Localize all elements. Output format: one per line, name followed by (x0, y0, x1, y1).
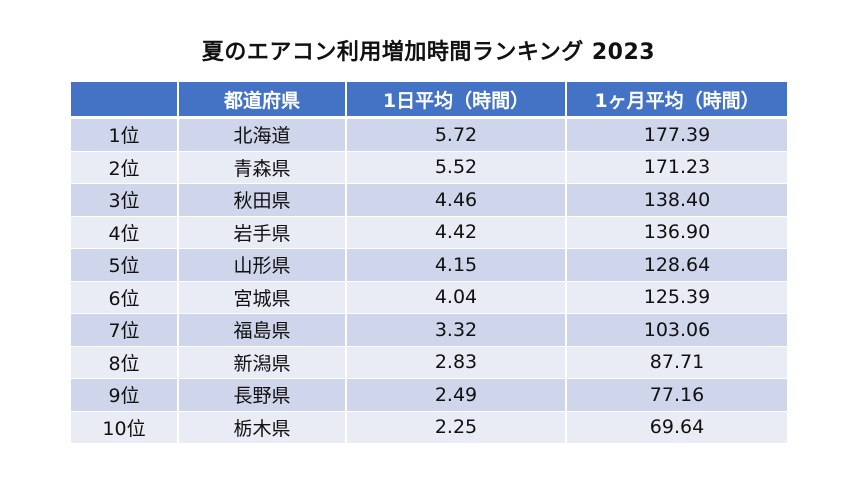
table-row: 2位 青森県 5.52 171.23 (71, 151, 787, 184)
monthly-average-cell: 128.64 (566, 248, 787, 282)
table-row: 7位 福島県 3.32 103.06 (71, 313, 787, 347)
prefecture-cell: 青森県 (178, 151, 347, 184)
rank-cell: 5位 (71, 248, 179, 282)
table-header: 都道府県 1日平均（時間） 1ヶ月平均（時間） (71, 82, 787, 119)
rank-cell: 3位 (71, 183, 179, 217)
table-row: 3位 秋田県 4.46 138.40 (71, 183, 787, 217)
rank-cell: 6位 (71, 281, 179, 314)
monthly-average-cell: 136.90 (566, 216, 787, 249)
rank-cell: 7位 (71, 313, 179, 347)
daily-average-cell: 2.49 (346, 378, 567, 412)
header-prefecture: 都道府県 (178, 82, 347, 119)
page-title: 夏のエアコン利用増加時間ランキング 2023 (201, 40, 656, 65)
monthly-average-cell: 125.39 (566, 281, 787, 314)
prefecture-cell: 宮城県 (178, 281, 347, 314)
daily-average-cell: 2.25 (346, 411, 567, 444)
daily-average-cell: 2.83 (346, 346, 567, 379)
daily-average-cell: 4.15 (346, 248, 567, 282)
rank-cell: 9位 (71, 378, 179, 412)
table-row: 1位 北海道 5.72 177.39 (71, 117, 787, 152)
monthly-average-cell: 171.23 (566, 151, 787, 184)
monthly-average-cell: 103.06 (566, 313, 787, 347)
daily-average-cell: 4.04 (346, 281, 567, 314)
header-row: 都道府県 1日平均（時間） 1ヶ月平均（時間） (71, 82, 787, 119)
monthly-average-cell: 69.64 (566, 411, 787, 444)
prefecture-cell: 山形県 (178, 248, 347, 282)
prefecture-cell: 北海道 (178, 117, 347, 152)
table-row: 6位 宮城県 4.04 125.39 (71, 281, 787, 314)
rank-cell: 2位 (71, 151, 179, 184)
daily-average-cell: 3.32 (346, 313, 567, 347)
monthly-average-cell: 177.39 (566, 117, 787, 152)
daily-average-cell: 5.52 (346, 151, 567, 184)
rank-cell: 10位 (71, 411, 179, 444)
table-row: 8位 新潟県 2.83 87.71 (71, 346, 787, 379)
header-rank (71, 82, 179, 119)
daily-average-cell: 5.72 (346, 117, 567, 152)
prefecture-cell: 栃木県 (178, 411, 347, 444)
header-monthly-average: 1ヶ月平均（時間） (566, 82, 787, 119)
ranking-table: 都道府県 1日平均（時間） 1ヶ月平均（時間） 1位 北海道 5.72 177.… (71, 82, 787, 444)
table-row: 9位 長野県 2.49 77.16 (71, 378, 787, 412)
monthly-average-cell: 87.71 (566, 346, 787, 379)
prefecture-cell: 福島県 (178, 313, 347, 347)
monthly-average-cell: 77.16 (566, 378, 787, 412)
table-row: 5位 山形県 4.15 128.64 (71, 248, 787, 282)
prefecture-cell: 岩手県 (178, 216, 347, 249)
table-row: 10位 栃木県 2.25 69.64 (71, 411, 787, 444)
prefecture-cell: 秋田県 (178, 183, 347, 217)
header-daily-average: 1日平均（時間） (346, 82, 567, 119)
table-row: 4位 岩手県 4.42 136.90 (71, 216, 787, 249)
daily-average-cell: 4.42 (346, 216, 567, 249)
daily-average-cell: 4.46 (346, 183, 567, 217)
rank-cell: 4位 (71, 216, 179, 249)
rank-cell: 1位 (71, 117, 179, 152)
prefecture-cell: 新潟県 (178, 346, 347, 379)
monthly-average-cell: 138.40 (566, 183, 787, 217)
prefecture-cell: 長野県 (178, 378, 347, 412)
rank-cell: 8位 (71, 346, 179, 379)
table-body: 1位 北海道 5.72 177.39 2位 青森県 5.52 171.23 3位… (71, 117, 787, 444)
